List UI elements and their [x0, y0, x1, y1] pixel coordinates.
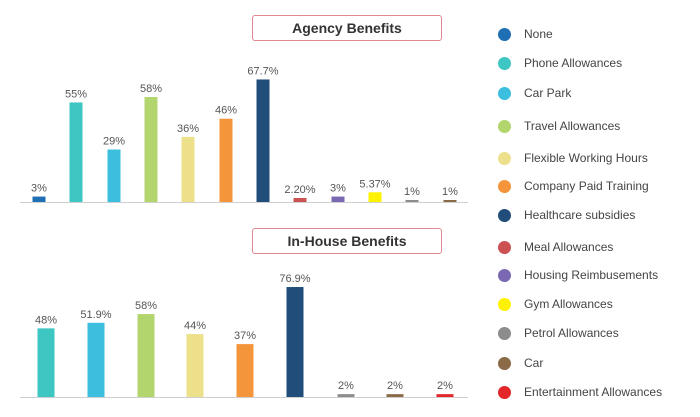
data-label-inhouse-7: 2%	[387, 380, 403, 392]
legend-label: Entertainment Allowances	[524, 385, 663, 399]
bar-inhouse-3	[186, 334, 204, 397]
legend-label: Housing Reimbusements	[524, 268, 659, 282]
legend-item: Meal Allowances	[498, 238, 613, 256]
data-label-agency-0: 3%	[31, 183, 47, 195]
legend-label: Meal Allowances	[524, 240, 614, 254]
data-label-inhouse-6: 2%	[338, 380, 354, 392]
bar-agency-5	[219, 118, 233, 202]
legend-swatch	[498, 27, 511, 41]
bar-inhouse-1	[87, 322, 105, 397]
data-label-agency-10: 1%	[404, 186, 420, 198]
legend-item: Flexible Working Hours	[498, 149, 648, 167]
legend-item: Company Paid Training	[498, 177, 649, 195]
bar-agency-6	[256, 79, 270, 202]
bar-inhouse-2	[137, 314, 155, 397]
bar-inhouse-7	[386, 394, 404, 397]
legend-item: Petrol Allowances	[498, 324, 619, 342]
legend-label: Healthcare subsidies	[524, 208, 636, 222]
data-label-inhouse-4: 37%	[234, 330, 256, 342]
data-label-agency-5: 46%	[215, 105, 237, 117]
legend-item: Entertainment Allowances	[498, 383, 662, 401]
charts-area: 3% 55% 29% 58% 36% 46% 67.7% 2.20% 3% 5.37% 1% 1% 48…	[20, 15, 468, 398]
data-label-inhouse-8: 2%	[437, 380, 453, 392]
legend-swatch	[498, 240, 511, 254]
legend-swatch	[498, 179, 511, 193]
bar-agency-7	[293, 198, 307, 202]
legend-swatch	[498, 297, 511, 311]
legend-label: None	[524, 27, 553, 41]
bar-agency-4	[181, 136, 195, 202]
data-label-agency-2: 29%	[103, 136, 125, 148]
bar-agency-3	[144, 97, 158, 202]
data-label-agency-4: 36%	[177, 123, 199, 135]
legend: None Phone Allowances Car Park Travel Allow…	[498, 0, 698, 412]
legend-swatch	[498, 86, 511, 100]
legend-label: Company Paid Training	[524, 179, 649, 193]
data-label-inhouse-0: 48%	[35, 314, 57, 326]
data-label-agency-11: 1%	[442, 186, 458, 198]
legend-swatch	[498, 56, 511, 70]
data-label-inhouse-5: 76.9%	[279, 273, 310, 285]
legend-label: Flexible Working Hours	[524, 151, 648, 165]
legend-item: Healthcare subsidies	[498, 206, 635, 224]
bar-agency-1	[69, 102, 83, 202]
legend-item: Car	[498, 354, 543, 372]
chart-agency: 3% 55% 29% 58% 36% 46% 67.7% 2.20% 3% 5.37% 1% 1%	[20, 65, 468, 203]
legend-item: Phone Allowances	[498, 54, 622, 72]
legend-item: Housing Reimbusements	[498, 266, 658, 284]
legend-label: Phone Allowances	[524, 56, 623, 70]
data-label-agency-8: 3%	[330, 183, 346, 195]
bar-inhouse-0	[37, 328, 55, 397]
data-label-agency-6: 67.7%	[247, 65, 278, 77]
legend-item: Car Park	[498, 84, 571, 102]
data-label-agency-9: 5.37%	[359, 178, 390, 190]
legend-item: Travel Allowances	[498, 117, 620, 135]
bar-inhouse-5	[286, 287, 304, 397]
chart-title-agency: Agency Benefits	[252, 15, 442, 41]
data-label-agency-7: 2.20%	[284, 184, 315, 196]
bar-agency-0	[32, 196, 46, 202]
legend-swatch	[498, 326, 511, 340]
legend-label: Gym Allowances	[524, 297, 613, 311]
bar-agency-2	[107, 149, 121, 202]
data-label-inhouse-3: 44%	[184, 320, 206, 332]
chart-title-inhouse: In-House Benefits	[252, 228, 442, 254]
legend-swatch	[498, 208, 511, 222]
legend-item: Gym Allowances	[498, 295, 613, 313]
data-label-agency-3: 58%	[140, 83, 162, 95]
legend-label: Car Park	[524, 86, 572, 100]
legend-label: Travel Allowances	[524, 119, 621, 133]
data-label-agency-1: 55%	[65, 88, 87, 100]
bar-agency-10	[405, 200, 419, 202]
legend-swatch	[498, 119, 511, 133]
legend-swatch	[498, 356, 511, 370]
bar-agency-11	[443, 200, 457, 202]
bar-inhouse-6	[337, 394, 355, 397]
bar-inhouse-4	[236, 344, 254, 397]
bar-inhouse-8	[436, 394, 454, 397]
legend-label: Petrol Allowances	[524, 326, 619, 340]
bar-agency-9	[368, 192, 382, 202]
bar-agency-8	[331, 196, 345, 202]
data-label-inhouse-1: 51.9%	[80, 309, 111, 321]
legend-swatch	[498, 385, 511, 399]
chart-inhouse: 48% 51.9% 58% 44% 37% 76.9% 2% 2% 2%	[20, 273, 468, 398]
legend-swatch	[498, 268, 511, 282]
legend-swatch	[498, 151, 511, 165]
bar-charts: 3% 55% 29% 58% 36% 46% 67.7% 2.20% 3% 5.37% 1% 1% 48…	[20, 65, 468, 398]
data-label-inhouse-2: 58%	[135, 300, 157, 312]
legend-label: Car	[524, 356, 544, 370]
legend-item: None	[498, 25, 553, 43]
